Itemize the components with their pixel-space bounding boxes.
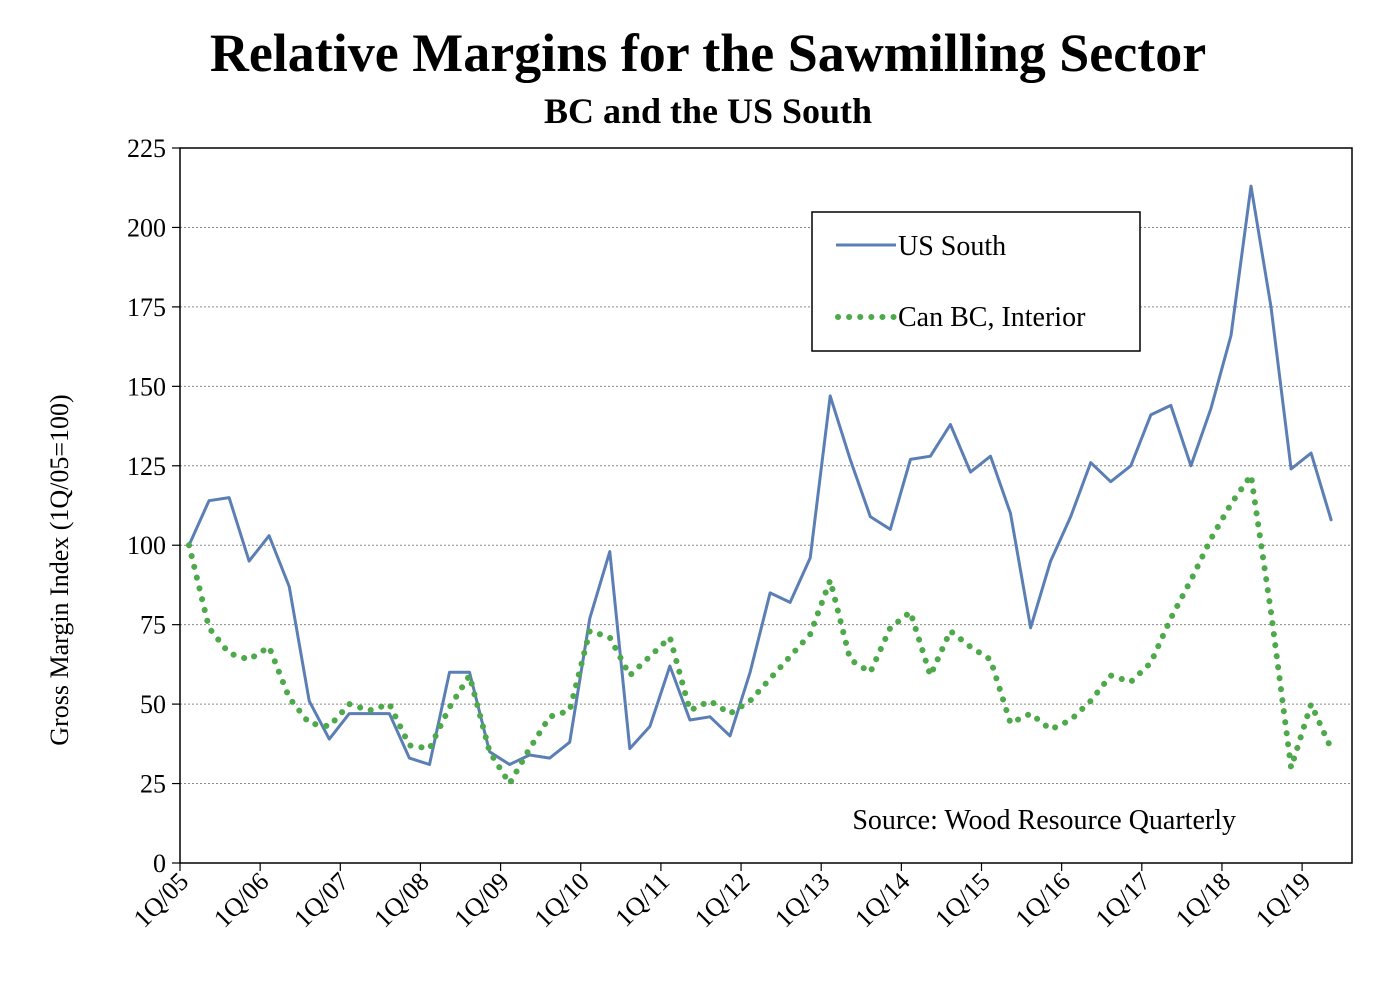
y-tick-label: 25 [140, 770, 166, 799]
y-tick-label: 150 [127, 372, 166, 401]
gridlines [180, 147, 1352, 785]
y-tick-label: 225 [127, 134, 166, 163]
x-tick-label: 1Q/12 [689, 867, 755, 933]
y-tick-label: 50 [140, 690, 166, 719]
y-axis-label: Gross Margin Index (1Q/05=100) [45, 394, 74, 745]
x-tick-label: 1Q/06 [208, 867, 274, 933]
y-tick-label: 175 [127, 293, 166, 322]
x-tick-label: 1Q/08 [368, 867, 434, 933]
x-tick-label: 1Q/13 [769, 867, 835, 933]
source-annotation: Source: Wood Resource Quarterly [852, 805, 1236, 836]
x-tick-label: 1Q/18 [1170, 867, 1236, 933]
x-tick-label: 1Q/15 [929, 867, 995, 933]
x-tick-label: 1Q/11 [609, 867, 675, 933]
legend-label-us-south: US South [898, 231, 1006, 262]
x-tick-label: 1Q/10 [529, 867, 595, 933]
series-line-can-bc-interior [186, 472, 1335, 787]
x-tick-label: 1Q/14 [849, 867, 915, 933]
series-line-us-south [187, 184, 1333, 766]
legend-box [811, 211, 1141, 352]
y-tick-label: 0 [153, 849, 166, 878]
series-layer [186, 184, 1335, 787]
x-tick-label: 1Q/19 [1250, 867, 1316, 933]
x-tick-label: 1Q/07 [288, 867, 354, 933]
y-tick-label: 200 [127, 213, 166, 242]
plot-frame [179, 147, 1353, 864]
y-tick-label: 75 [140, 611, 166, 640]
legend: US South Can BC, Interior [811, 211, 1141, 352]
legend-label-can-bc-interior: Can BC, Interior [898, 302, 1086, 333]
x-tick-label: 1Q/17 [1090, 867, 1156, 933]
x-tick-label: 1Q/16 [1009, 867, 1075, 933]
x-tick-label: 1Q/09 [448, 867, 514, 933]
chart-subtitle: BC and the US South [543, 91, 873, 131]
y-tick-label: 125 [127, 452, 166, 481]
y-tick-label: 100 [127, 531, 166, 560]
chart-title: Relative Margins for the Sawmilling Sect… [209, 23, 1207, 83]
